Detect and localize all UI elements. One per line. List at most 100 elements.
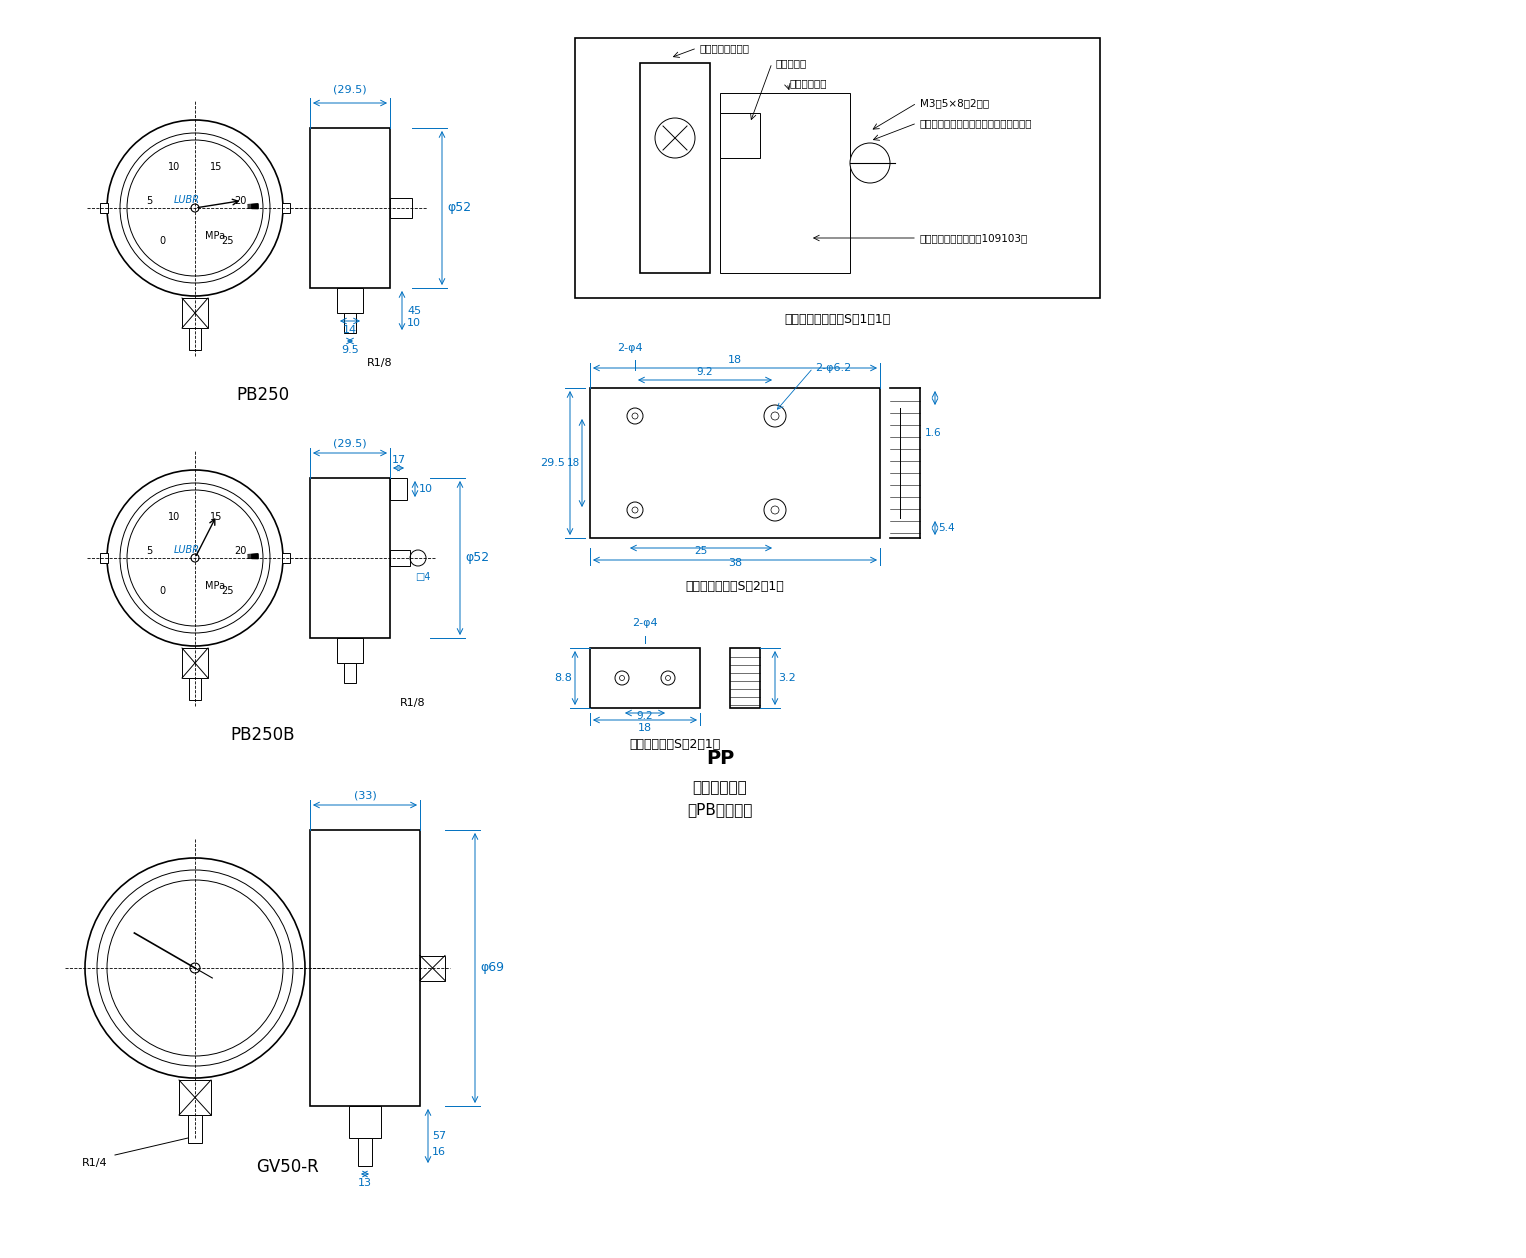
Text: LUBR: LUBR [174, 545, 200, 555]
Text: MPa: MPa [204, 581, 224, 591]
Text: PP: PP [707, 749, 734, 767]
Bar [343, 313, 356, 333]
Text: 20: 20 [235, 546, 247, 556]
Bar [179, 1081, 211, 1115]
Text: (29.5): (29.5) [333, 86, 366, 96]
Text: 18: 18 [638, 723, 652, 733]
Text: 2-φ4: 2-φ4 [617, 343, 642, 353]
Circle shape [127, 491, 262, 626]
Text: 13: 13 [359, 1177, 372, 1188]
Text: 18: 18 [728, 355, 742, 365]
Bar [182, 648, 208, 678]
Text: 16: 16 [432, 1147, 446, 1157]
Text: 高島計器製圧力計: 高島計器製圧力計 [700, 43, 749, 53]
Bar [189, 678, 201, 699]
Text: R1/8: R1/8 [400, 698, 426, 708]
Bar [420, 956, 446, 980]
Text: (29.5): (29.5) [333, 438, 366, 448]
Text: スペーサー（S＝2／1）: スペーサー（S＝2／1） [629, 738, 720, 751]
Bar [729, 648, 760, 708]
Text: スペーサー: スペーサー [775, 58, 806, 68]
Text: □4: □4 [415, 572, 430, 582]
Text: 14: 14 [343, 325, 357, 335]
Bar [720, 93, 850, 273]
Text: 0: 0 [159, 585, 165, 595]
Text: 57: 57 [432, 1131, 446, 1141]
Text: 8.8: 8.8 [554, 673, 572, 683]
Bar [337, 288, 363, 313]
Bar [310, 478, 391, 638]
Text: φ52: φ52 [447, 201, 472, 215]
Bar [349, 1106, 382, 1138]
Text: MPa: MPa [204, 231, 224, 242]
Circle shape [191, 554, 198, 562]
Bar [391, 478, 407, 499]
Text: M3．5×8（2本）: M3．5×8（2本） [920, 98, 989, 108]
Text: 29.5: 29.5 [540, 458, 565, 468]
Text: 取付板組付け順（S＝1／1）: 取付板組付け順（S＝1／1） [784, 313, 891, 326]
Bar [188, 1115, 201, 1144]
Circle shape [850, 143, 890, 182]
Text: 45: 45 [407, 306, 421, 316]
Text: GV50-R: GV50-R [256, 1159, 319, 1176]
Text: 18: 18 [566, 458, 580, 468]
Bar [639, 63, 710, 273]
Circle shape [191, 204, 198, 213]
Circle shape [191, 964, 200, 972]
Text: 元々圧力計に組み付いているねじを使用: 元々圧力計に組み付いているねじを使用 [920, 118, 1033, 128]
Bar [391, 550, 410, 566]
Text: 圧力計取付板（S＝2／1）: 圧力計取付板（S＝2／1） [685, 580, 784, 593]
Circle shape [127, 140, 262, 276]
Bar [310, 830, 420, 1106]
Text: φ52: φ52 [465, 551, 490, 565]
Bar [337, 638, 363, 663]
Text: 5.4: 5.4 [938, 523, 955, 533]
Text: 9.2: 9.2 [697, 367, 713, 377]
Bar [720, 113, 760, 159]
Text: 9.5: 9.5 [342, 345, 359, 355]
Bar [310, 128, 391, 288]
Text: 38: 38 [728, 559, 742, 569]
Text: 10: 10 [168, 162, 180, 172]
Text: 圧力計取付板: 圧力計取付板 [790, 78, 827, 88]
Text: 5: 5 [146, 546, 153, 556]
Text: 15: 15 [209, 162, 223, 172]
Text: 2-φ6.2: 2-φ6.2 [815, 364, 852, 374]
Bar [182, 298, 208, 328]
Text: LUBR: LUBR [174, 195, 200, 205]
Text: 10: 10 [168, 512, 180, 522]
Text: R1/4: R1/4 [82, 1159, 108, 1167]
Text: 20: 20 [235, 196, 247, 206]
Text: PB250: PB250 [237, 386, 288, 404]
Bar [591, 387, 881, 538]
Text: 25: 25 [221, 235, 233, 245]
Text: (33): (33) [354, 790, 377, 800]
Text: 圧力計取付板セット（109103）: 圧力計取付板セット（109103） [920, 233, 1029, 243]
Text: （PB型専用）: （PB型専用） [687, 803, 752, 818]
Text: 25: 25 [221, 585, 233, 595]
Text: 25: 25 [694, 546, 708, 556]
Text: 2-φ4: 2-φ4 [632, 618, 658, 628]
Text: 1.6: 1.6 [925, 428, 942, 438]
Circle shape [107, 881, 282, 1055]
Bar [591, 648, 700, 708]
Text: R1/8: R1/8 [368, 359, 392, 369]
Text: 17: 17 [392, 455, 406, 465]
Text: 圧力計取付板: 圧力計取付板 [693, 780, 748, 795]
Bar [189, 328, 201, 350]
Text: φ69: φ69 [481, 961, 504, 975]
Bar [101, 203, 108, 213]
Text: 10: 10 [420, 484, 433, 494]
Text: 0: 0 [159, 235, 165, 245]
Bar [359, 1138, 372, 1166]
Bar [391, 198, 412, 218]
Text: 9.2: 9.2 [636, 711, 653, 721]
Bar [101, 554, 108, 564]
Bar [282, 554, 290, 564]
Bar [575, 38, 1100, 298]
Text: 5: 5 [146, 196, 153, 206]
Bar [282, 203, 290, 213]
Text: PB250B: PB250B [230, 726, 295, 743]
Bar [343, 663, 356, 683]
Text: 3.2: 3.2 [778, 673, 795, 683]
